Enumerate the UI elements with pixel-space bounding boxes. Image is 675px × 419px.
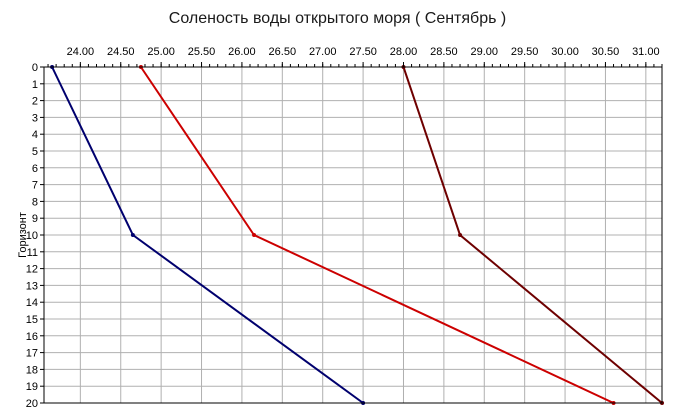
y-tick-label: 12 xyxy=(26,264,38,276)
y-tick-label: 6 xyxy=(32,163,38,175)
y-tick-label: 7 xyxy=(32,180,38,192)
y-tick-label: 10 xyxy=(26,230,38,242)
x-tick-label: 25.50 xyxy=(188,46,216,58)
y-tick-label: 19 xyxy=(26,381,38,393)
y-tick-label: 15 xyxy=(26,314,38,326)
y-tick-label: 4 xyxy=(32,129,38,141)
x-tick-label: 24.50 xyxy=(107,46,135,58)
y-tick-label: 3 xyxy=(32,112,38,124)
x-tick-label: 26.50 xyxy=(269,46,297,58)
y-tick-label: 13 xyxy=(26,280,38,292)
series-point-1 xyxy=(130,233,135,237)
y-tick-label: 11 xyxy=(27,247,38,259)
y-tick-label: 0 xyxy=(32,62,38,74)
x-tick-label: 24.00 xyxy=(67,46,95,58)
x-tick-label: 29.50 xyxy=(511,46,539,58)
y-tick-label: 16 xyxy=(26,331,38,343)
y-tick-label: 8 xyxy=(32,196,38,208)
grid xyxy=(44,66,662,404)
y-tick-label: 20 xyxy=(26,398,38,410)
y-tick-label: 17 xyxy=(26,348,38,360)
y-tick-label: 5 xyxy=(32,146,38,158)
y-tick-label: 14 xyxy=(26,297,38,309)
y-tick-label: 1 xyxy=(32,79,38,91)
y-tick-label: 18 xyxy=(26,364,38,376)
y-axis-label: Горизонт xyxy=(17,212,29,258)
y-tick-label: 9 xyxy=(32,213,38,225)
x-tick-label: 30.00 xyxy=(551,46,579,58)
y-tick-label: 2 xyxy=(32,96,38,108)
chart-title: Соленость воды открытого моря ( Сентябрь… xyxy=(168,10,507,27)
x-tick-label: 31.00 xyxy=(632,46,660,58)
x-tick-label: 28.50 xyxy=(430,46,458,58)
x-tick-label: 26.00 xyxy=(228,46,256,58)
series-point-2 xyxy=(252,233,257,237)
axes: 24.00 24.50 25.00 25.50 26.00 26.50 27.00 27.50… xyxy=(17,46,663,410)
x-tick-label: 27.00 xyxy=(309,46,337,58)
x-tick-label: 30.50 xyxy=(592,46,620,58)
x-tick-label: 27.50 xyxy=(349,46,377,58)
x-tick-label: 29.00 xyxy=(471,46,499,58)
plot-frame xyxy=(43,66,663,404)
series-point-3 xyxy=(458,233,463,237)
x-tick-label: 28.00 xyxy=(390,46,418,58)
x-tick-label: 25.00 xyxy=(147,46,175,58)
